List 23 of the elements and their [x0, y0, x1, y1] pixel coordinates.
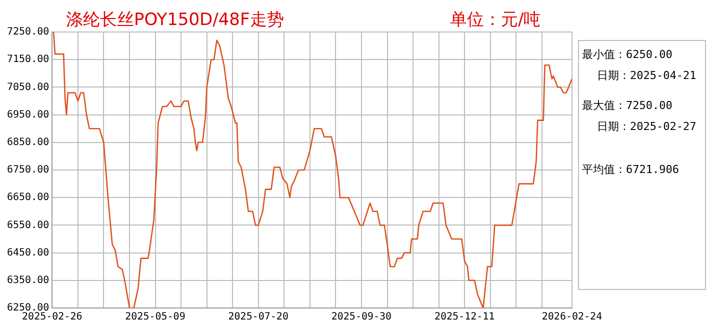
y-tick-label: 7050.00	[6, 82, 50, 93]
x-tick-label: 2025-02-26	[22, 312, 82, 323]
text: 最大值：7250.00	[582, 98, 672, 113]
y-tick-label: 6550.00	[6, 220, 50, 231]
x-tick-label: 2025-09-30	[331, 312, 392, 323]
y-tick-label: 6950.00	[6, 109, 50, 120]
x-tick-label: 2026-02-24	[542, 312, 602, 323]
y-tick-label: 7250.00	[6, 26, 50, 38]
y-tick-label: 6850.00	[6, 136, 50, 148]
x-tick-label: 2025-07-20	[228, 312, 288, 323]
text: 平均值：6721.906	[582, 162, 679, 177]
x-tick-label: 2025-12-11	[434, 312, 495, 323]
y-tick-label: 6350.00	[6, 274, 50, 286]
y-tick-label: 6450.00	[6, 247, 50, 258]
text: 日期：2025-02-27	[597, 119, 696, 134]
chart-title: 涤纶长丝POY150D/48F走势	[66, 9, 284, 31]
y-tick-label: 7150.00	[6, 54, 50, 66]
chart-subtitle: 单位：元/吨	[450, 9, 541, 31]
x-tick-label: 2025-05-09	[125, 312, 186, 323]
y-tick-label: 6650.00	[6, 192, 50, 204]
y-tick-label: 6750.00	[6, 164, 50, 176]
text: 日期：2025-04-21	[597, 68, 696, 83]
text: 最小值：6250.00	[582, 47, 672, 62]
